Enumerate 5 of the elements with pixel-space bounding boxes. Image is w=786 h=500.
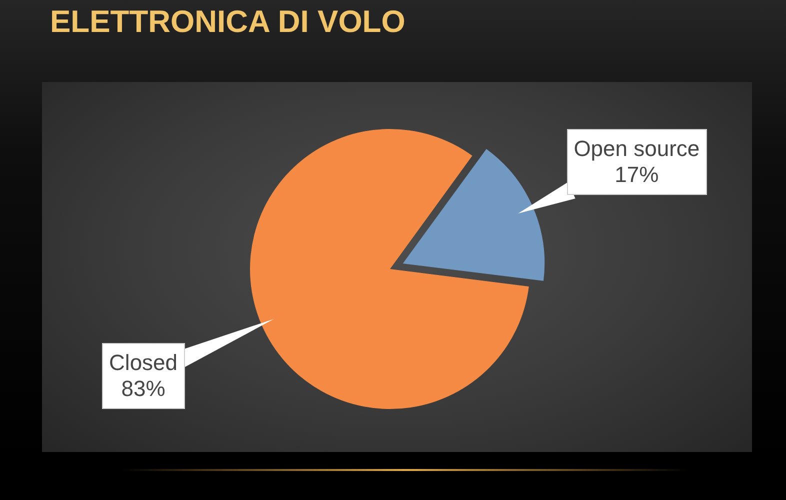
slice-label: Open source	[574, 136, 700, 162]
data-label: 83%	[121, 376, 166, 402]
data-label: 17%	[614, 162, 659, 188]
slice-label: Closed	[109, 350, 178, 376]
chart-title: ELETTRONICA DI VOLO	[50, 4, 406, 40]
